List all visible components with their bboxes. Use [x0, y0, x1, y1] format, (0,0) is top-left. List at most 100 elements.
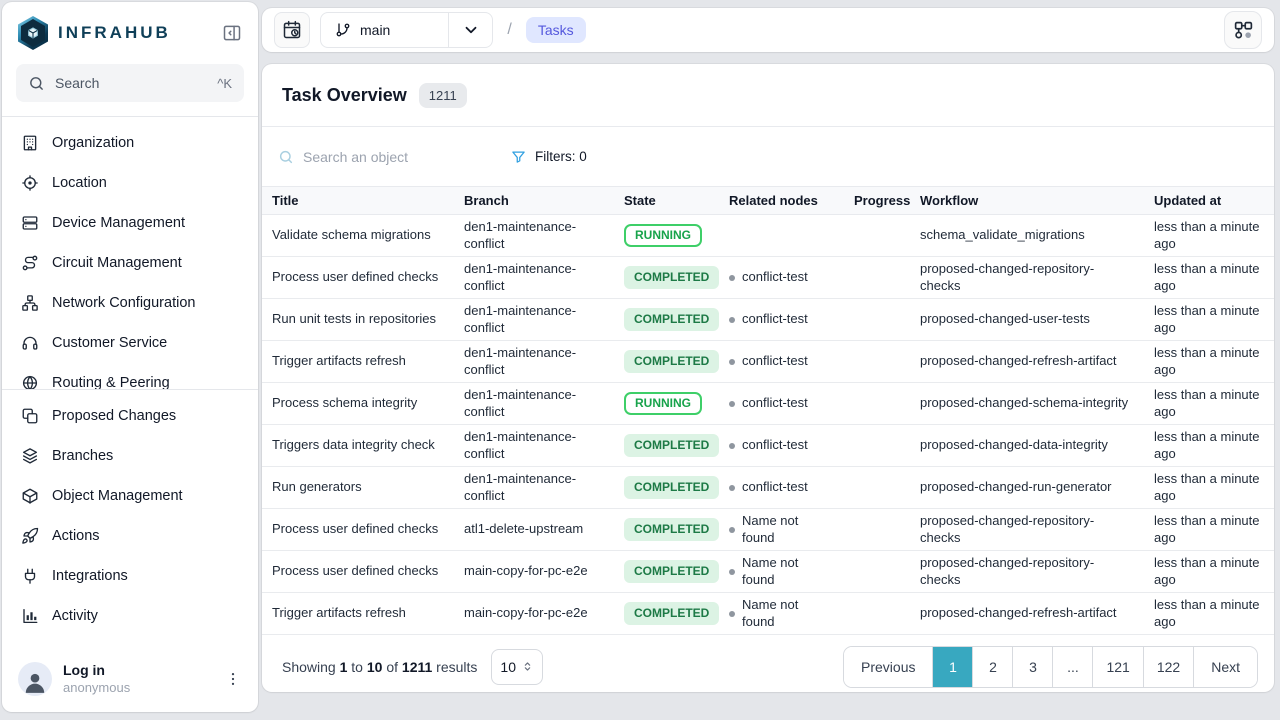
- column-header-updated-at[interactable]: Updated at: [1142, 186, 1274, 215]
- column-header-related-nodes[interactable]: Related nodes: [717, 186, 842, 215]
- cell-updated-at: less than a minute ago: [1142, 214, 1274, 257]
- login-username: anonymous: [63, 679, 131, 695]
- sidebar-item-integrations[interactable]: Integrations: [12, 556, 248, 596]
- page-button-ellipsis[interactable]: ...: [1052, 646, 1093, 687]
- sidebar-item-actions[interactable]: Actions: [12, 516, 248, 556]
- cell-updated-at: less than a minute ago: [1142, 466, 1274, 509]
- table-row[interactable]: Process user defined checks atl1-delete-u…: [262, 508, 1274, 551]
- filters-label: Filters: 0: [535, 149, 587, 164]
- table-row[interactable]: Run generators den1-maintenance-conflict C…: [262, 466, 1274, 509]
- column-header-progress[interactable]: Progress: [842, 186, 910, 215]
- related-node-label: Name not found: [742, 597, 799, 629]
- cell-workflow: proposed-changed-refresh-artifact: [908, 592, 1142, 635]
- cell-state: RUNNING: [612, 214, 717, 257]
- branch-selector[interactable]: main: [320, 12, 494, 48]
- search-icon: [28, 75, 45, 92]
- avatar: [18, 662, 52, 696]
- sidebar-item-label: Routing & Peering: [52, 375, 170, 389]
- sidebar-item-label: Circuit Management: [52, 255, 182, 271]
- cell-progress: [842, 214, 908, 257]
- cell-updated-at: less than a minute ago: [1142, 424, 1274, 467]
- cell-branch: main-copy-for-pc-e2e: [452, 550, 612, 593]
- sidebar-footer[interactable]: Log in anonymous: [2, 650, 258, 712]
- table-row[interactable]: Process user defined checks main-copy-for…: [262, 550, 1274, 593]
- sidebar-divider: [2, 389, 258, 390]
- login-label[interactable]: Log in: [63, 662, 105, 679]
- sidebar-item-customer-service[interactable]: Customer Service: [12, 323, 248, 363]
- page-button-previous[interactable]: Previous: [844, 646, 933, 687]
- search-icon: [278, 149, 294, 165]
- time-travel-button[interactable]: [274, 12, 310, 48]
- column-header-branch[interactable]: Branch: [452, 186, 612, 215]
- related-node-label: Name not found: [742, 513, 799, 545]
- table-row[interactable]: Process user defined checks den1-maintena…: [262, 256, 1274, 299]
- table-row[interactable]: Process schema integrity den1-maintenance…: [262, 382, 1274, 425]
- page-button-next[interactable]: Next: [1193, 646, 1257, 687]
- cell-state: COMPLETED: [612, 298, 720, 341]
- cell-title: Process user defined checks: [262, 550, 452, 593]
- breadcrumb-tasks[interactable]: Tasks: [525, 17, 586, 43]
- table-row[interactable]: Trigger artifacts refresh den1-maintenanc…: [262, 340, 1274, 383]
- git-branch-icon: [335, 22, 351, 38]
- page-button-2[interactable]: 2: [972, 646, 1013, 687]
- cell-related-nodes: [717, 214, 842, 257]
- sidebar-item-network-configuration[interactable]: Network Configuration: [12, 283, 248, 323]
- related-node-label: conflict-test: [742, 269, 808, 285]
- cell-title: Validate schema migrations: [262, 214, 452, 257]
- branch-dropdown-toggle[interactable]: [448, 13, 492, 47]
- calendar-clock-icon: [282, 20, 302, 40]
- sidebar-collapse-icon[interactable]: [222, 23, 242, 43]
- sidebar-item-routing-peering[interactable]: Routing & Peering: [12, 363, 248, 389]
- task-count-badge: 1211: [418, 82, 467, 108]
- sidebar-item-device-management[interactable]: Device Management: [12, 203, 248, 243]
- sidebar-group-1: Organization Location Device Management Cir…: [2, 117, 258, 389]
- state-badge: COMPLETED: [624, 517, 720, 542]
- sidebar-item-organization[interactable]: Organization: [12, 123, 248, 163]
- page-size-select[interactable]: 10: [491, 648, 543, 685]
- page-button-3[interactable]: 3: [1012, 646, 1053, 687]
- cell-progress: [842, 550, 908, 593]
- sidebar-item-label: Device Management: [52, 215, 185, 231]
- table-row[interactable]: Validate schema migrations den1-maintenan…: [262, 214, 1274, 257]
- sidebar-item-object-management[interactable]: Object Management: [12, 476, 248, 516]
- state-badge: COMPLETED: [624, 307, 720, 332]
- page-button-121[interactable]: 121: [1092, 646, 1143, 687]
- cell-progress: [842, 508, 908, 551]
- cell-related-nodes: conflict-test: [717, 298, 842, 341]
- sidebar-item-proposed-changes[interactable]: Proposed Changes: [12, 396, 248, 436]
- sidebar-item-location[interactable]: Location: [12, 163, 248, 203]
- kebab-menu-icon[interactable]: [224, 670, 242, 688]
- cell-branch: den1-maintenance-conflict: [452, 424, 612, 467]
- pagination: Previous 1 2 3... 121 122 Next: [843, 645, 1258, 688]
- workflow-button[interactable]: [1224, 11, 1262, 49]
- workflow-icon: [1233, 20, 1254, 41]
- copy-icon: [21, 407, 39, 425]
- table-row[interactable]: Run unit tests in repositories den1-maint…: [262, 298, 1274, 341]
- related-node-label: conflict-test: [742, 437, 808, 453]
- column-header-state[interactable]: State: [612, 186, 717, 215]
- page-button-122[interactable]: 122: [1142, 646, 1194, 687]
- sidebar-item-circuit-management[interactable]: Circuit Management: [12, 243, 248, 283]
- filter-funnel-icon: [511, 149, 526, 164]
- sidebar-search-input[interactable]: Search ^K: [16, 64, 244, 102]
- table-footer: Showing 1 to 10 of 1211 results 10 Previ…: [262, 635, 1274, 692]
- sidebar-item-branches[interactable]: Branches: [12, 436, 248, 476]
- filters-button[interactable]: Filters: 0: [511, 149, 587, 164]
- sidebar-item-label: Customer Service: [52, 335, 168, 351]
- column-header-workflow[interactable]: Workflow: [908, 186, 1142, 215]
- cell-progress: [842, 382, 908, 425]
- sidebar-item-label: Integrations: [52, 568, 128, 584]
- column-header-title[interactable]: Title: [262, 186, 452, 215]
- cell-related-nodes: Name not found: [717, 508, 842, 551]
- sidebar-item-label: Activity: [52, 608, 98, 624]
- cell-workflow: proposed-changed-repository-checks: [908, 508, 1142, 551]
- table-row[interactable]: Trigger artifacts refresh main-copy-for-p…: [262, 592, 1274, 635]
- page-button-1[interactable]: 1: [932, 646, 973, 687]
- sidebar-item-activity[interactable]: Activity: [12, 596, 248, 636]
- cell-progress: [842, 256, 908, 299]
- table-row[interactable]: Triggers data integrity check den1-mainte…: [262, 424, 1274, 467]
- cell-related-nodes: conflict-test: [717, 340, 842, 383]
- object-search-input[interactable]: Search an object: [278, 149, 503, 165]
- cell-progress: [842, 466, 908, 509]
- headset-icon: [21, 334, 39, 352]
